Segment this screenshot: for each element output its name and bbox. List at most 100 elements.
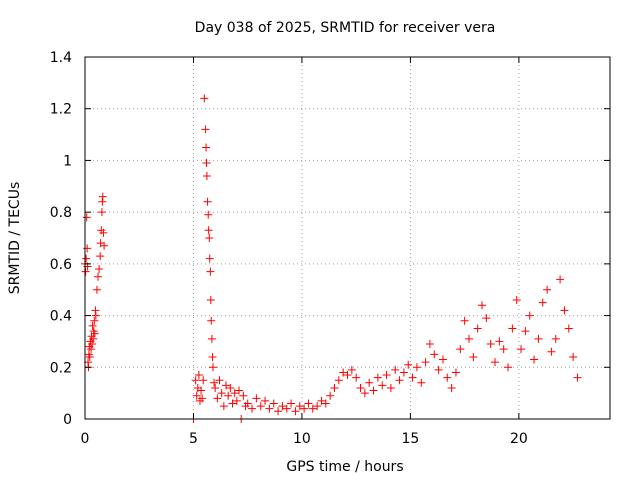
data-point-marker xyxy=(226,383,235,392)
data-point-marker xyxy=(208,352,217,361)
plot-frame xyxy=(84,56,611,420)
data-point-marker xyxy=(88,340,97,349)
data-point-marker xyxy=(88,321,97,330)
data-point-marker xyxy=(373,373,382,382)
data-point-marker xyxy=(330,383,339,392)
y-tick-label: 0.8 xyxy=(50,205,72,221)
data-point-marker xyxy=(208,363,217,372)
axis-ticks xyxy=(84,56,610,420)
data-point-marker xyxy=(194,371,203,380)
data-point-marker xyxy=(191,376,200,385)
y-tick-label: 0.2 xyxy=(50,360,72,376)
data-point-marker xyxy=(573,373,582,382)
data-point-marker xyxy=(97,208,106,217)
data-series-srmtid xyxy=(81,94,582,423)
data-point-marker xyxy=(434,365,443,374)
data-point-marker xyxy=(211,383,220,392)
data-point-marker xyxy=(478,301,487,310)
data-point-marker xyxy=(460,316,469,325)
data-point-marker xyxy=(317,396,326,405)
data-point-marker xyxy=(408,373,417,382)
data-point-marker xyxy=(203,197,212,206)
data-point-marker xyxy=(369,386,378,395)
data-point-marker xyxy=(91,311,100,320)
x-tick-label: 20 xyxy=(510,431,528,447)
data-point-marker xyxy=(206,267,215,276)
data-point-marker xyxy=(360,389,369,398)
y-tick-label: 1.4 xyxy=(50,50,72,66)
data-point-marker xyxy=(198,394,207,403)
data-point-marker xyxy=(204,210,213,219)
data-point-marker xyxy=(83,244,92,253)
x-tick-label: 10 xyxy=(293,431,311,447)
data-point-marker xyxy=(443,373,452,382)
data-point-marker xyxy=(469,352,478,361)
data-point-marker xyxy=(243,399,252,408)
data-point-marker xyxy=(239,391,248,400)
y-tick-labels: 0 0.2 0.4 0.6 0.8 1 1.2 1.4 xyxy=(50,50,72,428)
data-point-marker xyxy=(90,316,99,325)
data-point-marker xyxy=(205,254,214,263)
data-point-marker xyxy=(278,402,287,411)
y-tick-label: 1.2 xyxy=(50,102,72,118)
data-point-marker xyxy=(308,404,317,413)
data-point-marker xyxy=(207,334,216,343)
data-point-marker xyxy=(464,334,473,343)
data-point-marker xyxy=(412,363,421,372)
data-point-marker xyxy=(192,391,201,400)
data-point-marker xyxy=(534,334,543,343)
x-tick-label: 5 xyxy=(189,431,198,447)
x-axis-title: GPS time / hours xyxy=(286,459,403,475)
data-point-marker xyxy=(261,396,270,405)
data-point-marker xyxy=(499,345,508,354)
data-point-marker xyxy=(248,404,257,413)
data-point-marker xyxy=(525,311,534,320)
data-point-marker xyxy=(94,272,103,281)
data-point-marker xyxy=(219,402,228,411)
data-point-marker xyxy=(521,327,530,336)
data-point-marker xyxy=(421,358,430,367)
data-point-marker xyxy=(204,226,213,235)
data-point-marker xyxy=(201,125,210,134)
data-point-marker xyxy=(228,399,237,408)
y-tick-label: 0.4 xyxy=(50,309,72,325)
data-point-marker xyxy=(202,159,211,168)
data-point-marker xyxy=(321,399,330,408)
chart-title: Day 038 of 2025, SRMTID for receiver ver… xyxy=(195,20,496,36)
data-point-marker xyxy=(89,334,98,343)
data-point-marker xyxy=(256,402,265,411)
data-point-marker xyxy=(304,399,313,408)
data-point-marker xyxy=(265,404,274,413)
x-tick-label: 0 xyxy=(81,431,90,447)
data-point-marker xyxy=(347,365,356,374)
data-point-marker xyxy=(92,285,101,294)
data-point-marker xyxy=(473,324,482,333)
data-point-marker xyxy=(538,298,547,307)
data-point-marker xyxy=(210,378,219,387)
data-point-marker xyxy=(556,275,565,284)
data-point-marker xyxy=(512,296,521,305)
data-point-marker xyxy=(404,360,413,369)
x-tick-labels: 0 5 10 15 20 xyxy=(81,431,528,447)
data-point-marker xyxy=(517,345,526,354)
data-point-marker xyxy=(197,386,206,395)
data-point-marker xyxy=(205,234,214,242)
data-point-marker xyxy=(399,368,408,377)
data-point-marker xyxy=(482,314,491,323)
data-point-marker xyxy=(90,329,99,338)
y-tick-label: 0.6 xyxy=(50,257,72,273)
data-point-marker xyxy=(530,355,539,364)
data-point-marker xyxy=(213,394,222,403)
data-point-marker xyxy=(504,363,513,372)
data-point-marker xyxy=(491,358,500,367)
data-point-marker xyxy=(282,404,291,413)
data-point-marker xyxy=(100,241,109,250)
data-point-marker xyxy=(295,402,304,411)
data-point-marker xyxy=(85,352,94,361)
x-tick-label: 15 xyxy=(401,431,419,447)
data-point-marker xyxy=(343,371,352,380)
y-tick-label: 0 xyxy=(63,412,72,428)
data-point-marker xyxy=(543,285,552,294)
data-point-marker xyxy=(202,143,211,152)
